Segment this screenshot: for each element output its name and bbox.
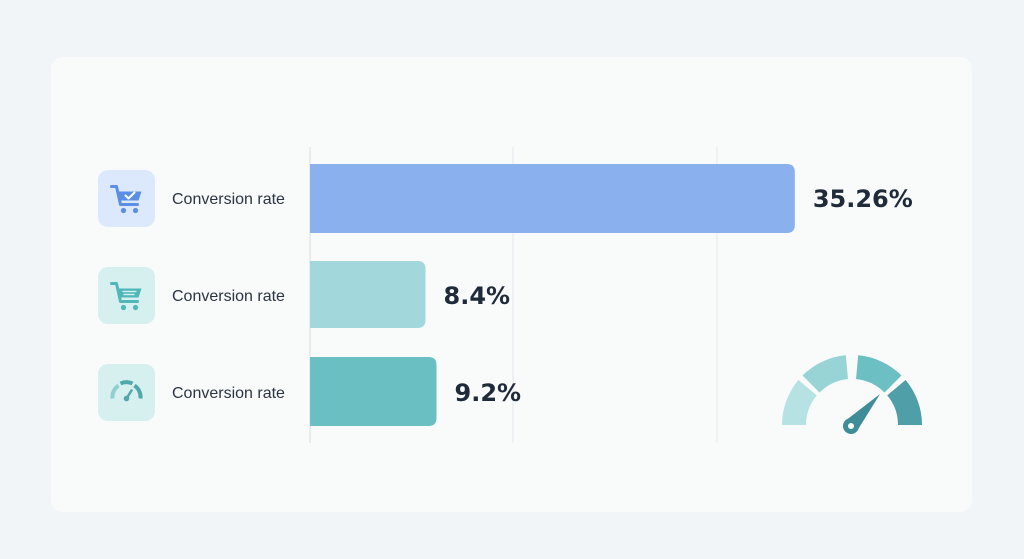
chart-card — [51, 57, 972, 512]
check-mark — [124, 191, 136, 200]
bar — [310, 164, 795, 233]
bar — [310, 261, 426, 328]
cart-wheel — [132, 207, 139, 214]
gauge-arc — [133, 383, 143, 399]
gauge-segment — [886, 379, 922, 426]
value-label: 8.4% — [444, 282, 511, 310]
gauge-arc — [110, 383, 120, 399]
cart-list-icon — [110, 282, 142, 311]
cart-basket — [117, 191, 142, 201]
gauge-segment — [782, 379, 818, 426]
gauge-arc — [119, 380, 134, 386]
cart-wheel — [132, 304, 139, 311]
gauge-hub — [123, 395, 130, 402]
gauge-icon — [110, 380, 143, 402]
gauge-segment — [855, 355, 902, 393]
value-label: 35.26% — [813, 185, 913, 213]
icon-tile — [98, 364, 155, 421]
category-label: Conversion rate — [172, 385, 285, 402]
category-label: Conversion rate — [172, 288, 285, 305]
cart-wheel — [120, 304, 127, 311]
gauge-hub-center — [848, 423, 854, 429]
cart-wheel — [120, 207, 127, 214]
speedometer-icon — [782, 355, 922, 434]
cart-basket — [117, 288, 142, 298]
value-label: 9.2% — [455, 379, 522, 407]
cart-check-icon — [110, 185, 142, 214]
category-label: Conversion rate — [172, 191, 285, 208]
bar — [310, 357, 437, 426]
gauge-segment — [802, 355, 849, 393]
